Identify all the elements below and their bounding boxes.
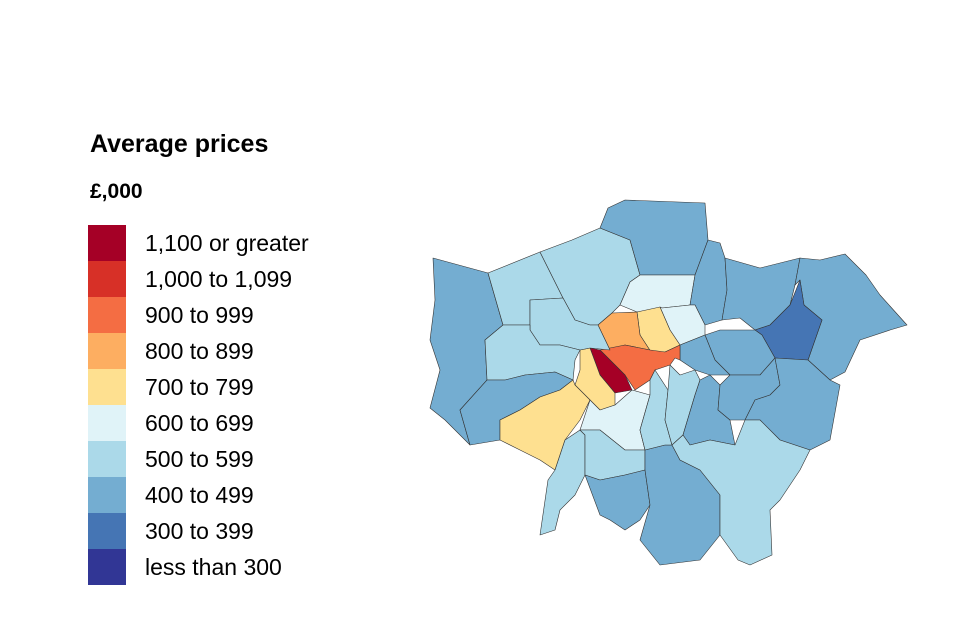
borough-region — [639, 369, 673, 451]
legend-item: 800 to 899 — [88, 333, 309, 369]
legend-label: 1,000 to 1,099 — [145, 265, 293, 292]
legend-item: 900 to 999 — [88, 297, 309, 333]
legend-swatch — [88, 225, 126, 261]
legend-item: 700 to 799 — [88, 369, 309, 405]
legend-label: less than 300 — [145, 553, 282, 580]
legend-label: 400 to 499 — [145, 481, 254, 508]
legend-item: 500 to 599 — [88, 441, 309, 477]
legend-swatch — [88, 333, 126, 369]
legend-label: 800 to 899 — [145, 337, 254, 364]
legend-swatch — [88, 513, 126, 549]
legend: 1,100 or greater 1,000 to 1,099 900 to 999… — [88, 225, 309, 585]
borough-region — [539, 429, 586, 536]
borough-region — [499, 379, 591, 471]
legend-label: 900 to 999 — [145, 301, 254, 328]
legend-item: 1,000 to 1,099 — [88, 261, 309, 297]
legend-title: Average prices — [90, 130, 269, 158]
legend-label: 500 to 599 — [145, 445, 254, 472]
legend-label: 1,100 or greater — [145, 229, 309, 256]
legend-swatch — [88, 261, 126, 297]
legend-item: 300 to 399 — [88, 513, 309, 549]
legend-label: 300 to 399 — [145, 517, 254, 544]
legend-item: less than 300 — [88, 549, 309, 585]
borough-region — [584, 469, 651, 531]
legend-swatch — [88, 441, 126, 477]
legend-swatch — [88, 369, 126, 405]
legend-unit: £,000 — [90, 180, 143, 203]
legend-swatch — [88, 405, 126, 441]
legend-swatch — [88, 477, 126, 513]
legend-label: 700 to 799 — [145, 373, 254, 400]
legend-swatch — [88, 297, 126, 333]
borough-region — [689, 239, 728, 326]
legend-item: 600 to 699 — [88, 405, 309, 441]
legend-label: 600 to 699 — [145, 409, 254, 436]
legend-swatch — [88, 549, 126, 585]
borough-region — [671, 419, 811, 566]
legend-item: 400 to 499 — [88, 477, 309, 513]
legend-item: 1,100 or greater — [88, 225, 309, 261]
borough-region — [599, 344, 681, 391]
